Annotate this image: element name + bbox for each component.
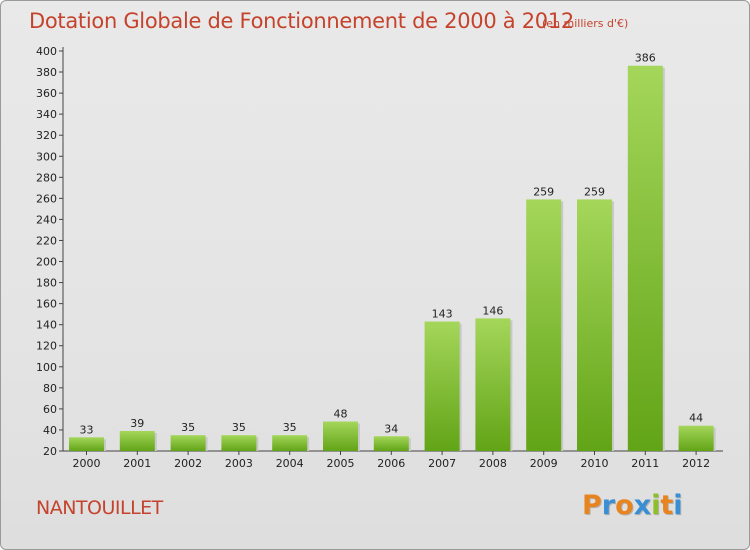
chart-value-labels: 33 39 35 35 35 48 34 143 146 259 259 386 44 (80, 52, 704, 437)
y-tick-label: 220 (36, 234, 57, 247)
y-tick-label: 160 (36, 298, 57, 311)
y-tick-label: 340 (36, 108, 57, 121)
y-tick-label: 240 (36, 213, 57, 226)
bar-2002 (170, 435, 206, 451)
bar-2006 (373, 436, 409, 451)
chart-bars (69, 65, 716, 451)
value-label-2008: 146 (482, 304, 503, 317)
chart-title: Dotation Globale de Fonctionnement de 20… (29, 9, 574, 33)
y-tick-label: 360 (36, 87, 57, 100)
value-label-2002: 35 (181, 421, 195, 434)
y-tick-label: 140 (36, 319, 57, 332)
x-tick-label: 2008 (479, 457, 507, 470)
value-label-2009: 259 (533, 185, 554, 198)
bar-2007 (424, 321, 460, 451)
value-label-2006: 34 (384, 422, 398, 435)
x-tick-label: 2012 (682, 457, 710, 470)
chart-unit: (en milliers d'€) (542, 17, 629, 30)
y-tick-label: 300 (36, 150, 57, 163)
y-tick-label: 320 (36, 129, 57, 142)
logo-letter: i (651, 490, 661, 521)
bar-2009 (526, 199, 562, 451)
value-label-2010: 259 (584, 185, 605, 198)
value-label-2003: 35 (232, 421, 246, 434)
y-tick-label: 120 (36, 340, 57, 353)
x-tick-label: 2007 (428, 457, 456, 470)
value-label-2007: 143 (432, 308, 453, 321)
x-tick-label: 2001 (123, 457, 151, 470)
logo-letter: P (582, 490, 602, 521)
bar-2008 (475, 318, 511, 451)
y-tick-label: 40 (43, 424, 57, 437)
y-tick-label: 260 (36, 192, 57, 205)
logo-letter: x (633, 490, 652, 521)
chart-axes: 20 40 60 80 100 120 140 160 180 200 220 240 260 280 30… (36, 45, 723, 470)
bar-2003 (221, 435, 257, 451)
bar-2005 (323, 421, 358, 451)
x-tick-label: 2010 (581, 457, 609, 470)
logo-letter: r (601, 490, 616, 521)
x-tick-label: 2006 (377, 457, 405, 470)
x-tick-label: 2000 (73, 457, 101, 470)
value-label-2005: 48 (334, 408, 348, 421)
value-label-2000: 33 (80, 423, 94, 436)
y-tick-label: 180 (36, 277, 57, 290)
bar-2000 (69, 437, 104, 451)
bar-2004 (272, 435, 308, 451)
logo-letter: i (673, 490, 683, 521)
bar-2001 (119, 431, 155, 451)
x-tick-label: 2005 (327, 457, 355, 470)
y-tick-label: 280 (36, 171, 57, 184)
value-label-2001: 39 (130, 417, 144, 430)
x-tick-label: 2009 (530, 457, 558, 470)
x-tick-label: 2002 (174, 457, 202, 470)
commune-name: NANTOUILLET (36, 497, 163, 519)
y-tick-label: 200 (36, 256, 57, 269)
bar-2011 (627, 65, 663, 451)
bar-2012 (678, 425, 714, 451)
x-tick-label: 2004 (276, 457, 304, 470)
y-tick-label: 80 (43, 382, 57, 395)
y-tick-label: 380 (36, 66, 57, 79)
value-label-2004: 35 (283, 421, 297, 434)
logo-letter: t (660, 490, 674, 521)
y-tick-label: 60 (43, 403, 57, 416)
logo-letter: o (615, 490, 634, 521)
bar-2010 (577, 199, 612, 451)
x-tick-label: 2003 (225, 457, 253, 470)
proxiti-logo: Proxiti (582, 490, 683, 521)
y-tick-label: 400 (36, 45, 57, 58)
value-label-2012: 44 (689, 412, 703, 425)
y-tick-label: 20 (43, 445, 57, 458)
y-tick-label: 100 (36, 361, 57, 374)
value-label-2011: 386 (635, 52, 656, 65)
x-tick-label: 2011 (631, 457, 659, 470)
